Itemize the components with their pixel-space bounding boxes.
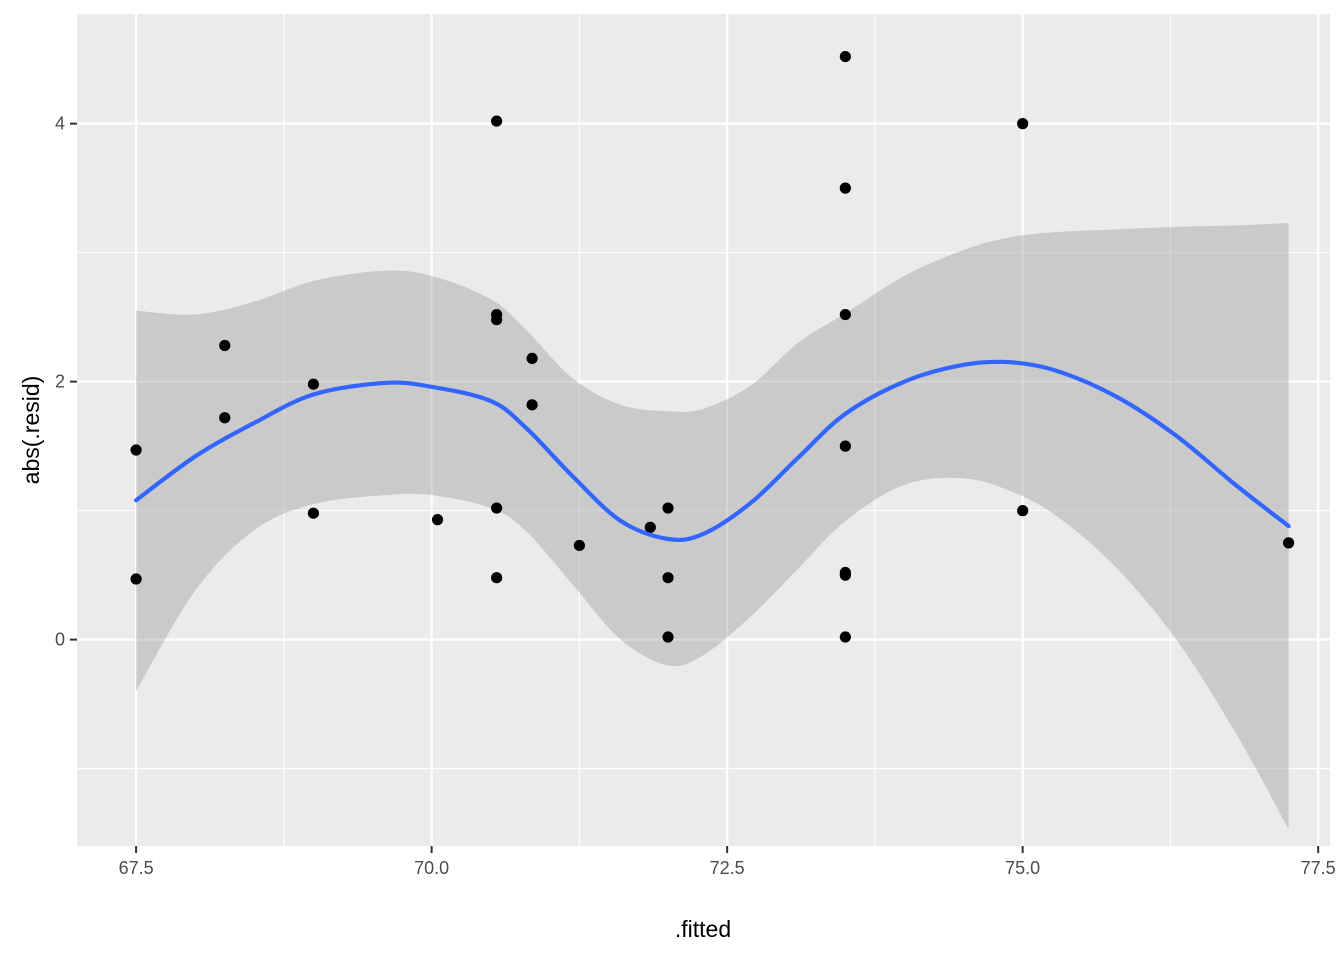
data-point-15 bbox=[644, 521, 656, 533]
x-tick-label-2: 72.5 bbox=[710, 858, 745, 878]
data-point-27 bbox=[1017, 505, 1029, 517]
x-tick-label-3: 75.0 bbox=[1005, 858, 1040, 878]
data-point-2 bbox=[219, 339, 231, 352]
data-point-4 bbox=[307, 378, 320, 390]
y-tick-label-0: 0 bbox=[55, 630, 65, 650]
data-point-24 bbox=[839, 569, 851, 581]
data-point-25 bbox=[839, 631, 851, 643]
points bbox=[130, 50, 1295, 643]
grid-minor bbox=[77, 14, 1330, 846]
smooth-line bbox=[134, 359, 1291, 543]
data-point-16 bbox=[662, 502, 674, 514]
x-tick-label-4: 77.5 bbox=[1301, 858, 1336, 878]
data-point-14 bbox=[573, 539, 585, 552]
data-point-12 bbox=[526, 352, 538, 365]
data-point-5 bbox=[307, 507, 320, 519]
x-tick-label-0: 67.5 bbox=[119, 858, 154, 878]
x-axis: 67.5 70.0 72.5 75.0 77.5 bbox=[119, 846, 1336, 878]
data-point-7 bbox=[491, 115, 503, 127]
data-point-26 bbox=[1017, 118, 1029, 130]
confidence-band bbox=[136, 222, 1289, 830]
x-tick-label-1: 70.0 bbox=[414, 858, 449, 878]
data-point-11 bbox=[491, 572, 503, 584]
data-point-6 bbox=[431, 514, 444, 526]
x-axis-title: .fitted bbox=[675, 916, 731, 942]
data-point-20 bbox=[839, 182, 851, 194]
y-axis-title: abs(.resid) bbox=[18, 376, 44, 485]
data-point-13 bbox=[526, 399, 538, 411]
smooth-fit-line bbox=[134, 359, 1291, 543]
data-point-9 bbox=[491, 314, 503, 326]
y-tick-label-1: 2 bbox=[55, 372, 65, 392]
data-point-28 bbox=[1283, 537, 1295, 549]
data-point-22 bbox=[839, 440, 851, 452]
data-point-1 bbox=[130, 573, 142, 585]
data-point-10 bbox=[491, 502, 503, 514]
confidence-band-area bbox=[136, 222, 1289, 830]
data-point-21 bbox=[839, 308, 851, 321]
y-axis: 0 2 4 bbox=[55, 114, 77, 650]
data-point-3 bbox=[219, 412, 231, 424]
panel-background bbox=[77, 14, 1330, 846]
data-point-19 bbox=[839, 50, 851, 63]
data-point-0 bbox=[130, 444, 142, 456]
y-tick-label-2: 4 bbox=[55, 114, 65, 134]
grid-major bbox=[77, 14, 1330, 846]
data-point-18 bbox=[662, 631, 674, 643]
data-point-17 bbox=[662, 572, 674, 584]
